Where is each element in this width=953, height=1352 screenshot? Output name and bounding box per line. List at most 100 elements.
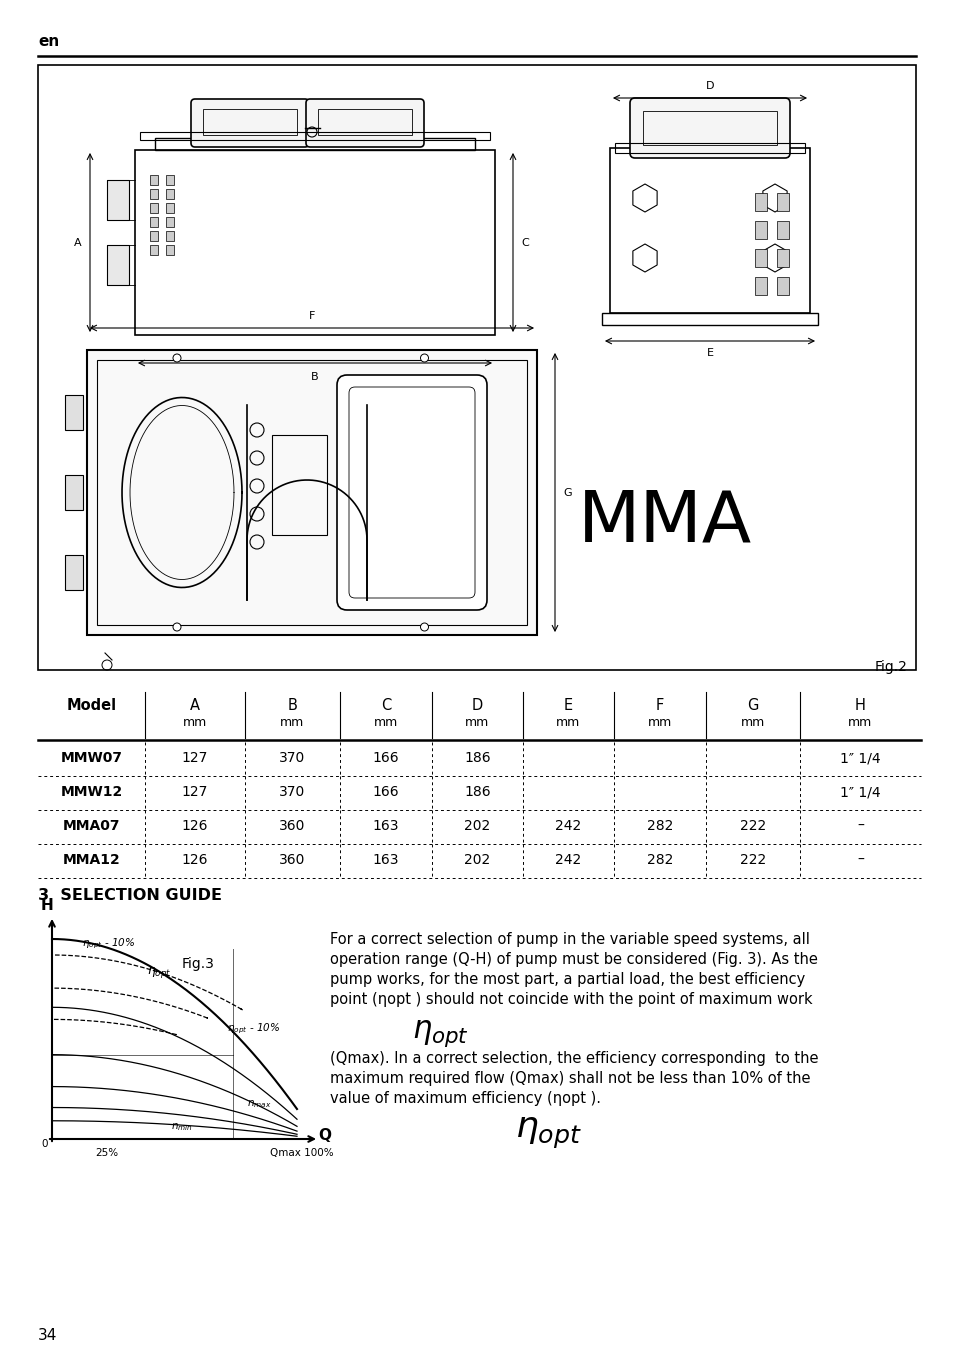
Text: $n_{max}$: $n_{max}$	[247, 1098, 272, 1110]
Text: 0: 0	[42, 1138, 48, 1149]
Text: 3  SELECTION GUIDE: 3 SELECTION GUIDE	[38, 888, 222, 903]
Text: mm: mm	[280, 715, 304, 729]
Bar	[87, 350, 537, 635]
Bar	[150, 174, 158, 185]
Text: 1″ 1/4: 1″ 1/4	[840, 750, 880, 765]
Text: 202: 202	[464, 853, 490, 867]
Circle shape	[420, 354, 428, 362]
Text: MMA: MMA	[578, 488, 751, 557]
Text: 242: 242	[555, 853, 581, 867]
Text: mm: mm	[465, 715, 489, 729]
Text: operation range (Q-H) of pump must be considered (Fig. 3). As the: operation range (Q-H) of pump must be co…	[330, 952, 817, 967]
Bar	[754, 220, 766, 239]
Text: 222: 222	[740, 819, 765, 833]
Text: D: D	[472, 699, 482, 714]
Bar	[65, 475, 83, 510]
Bar	[38, 65, 915, 671]
Bar	[150, 203, 158, 214]
Text: (Qmax). In a correct selection, the efficiency corresponding  to the: (Qmax). In a correct selection, the effi…	[330, 1051, 818, 1065]
Text: Qmax 100%: Qmax 100%	[270, 1148, 334, 1159]
Bar	[754, 193, 766, 211]
Text: H: H	[854, 699, 865, 714]
Text: 126: 126	[182, 819, 208, 833]
Bar	[166, 174, 173, 185]
Text: mm: mm	[847, 715, 872, 729]
Text: en: en	[38, 35, 59, 50]
Text: D: D	[705, 81, 714, 91]
Circle shape	[172, 354, 181, 362]
Text: F: F	[309, 311, 314, 320]
Text: 222: 222	[740, 853, 765, 867]
Bar	[154, 138, 475, 150]
Bar	[166, 203, 173, 214]
Text: 1″ 1/4: 1″ 1/4	[840, 786, 880, 799]
Text: C: C	[380, 699, 391, 714]
FancyBboxPatch shape	[629, 97, 789, 158]
Bar	[166, 231, 173, 241]
Bar	[609, 147, 809, 314]
Text: –: –	[856, 819, 863, 833]
Bar	[150, 218, 158, 227]
Bar	[150, 245, 158, 256]
Text: G: G	[562, 488, 571, 498]
Bar	[776, 249, 788, 266]
Bar	[776, 193, 788, 211]
Bar	[642, 111, 776, 145]
Text: pump works, for the most part, a partial load, the best efficiency: pump works, for the most part, a partial…	[330, 972, 804, 987]
Bar	[754, 249, 766, 266]
Text: MMW12: MMW12	[60, 786, 123, 799]
Text: A: A	[190, 699, 200, 714]
Text: $\eta_{opt}$ - 10%: $\eta_{opt}$ - 10%	[82, 937, 135, 952]
Text: 126: 126	[182, 853, 208, 867]
Text: mm: mm	[647, 715, 672, 729]
Text: 202: 202	[464, 819, 490, 833]
Text: mm: mm	[740, 715, 764, 729]
Text: F: F	[655, 699, 663, 714]
Text: $\eta_{opt}$: $\eta_{opt}$	[147, 964, 172, 979]
Bar	[166, 218, 173, 227]
Text: G: G	[746, 699, 758, 714]
Text: For a correct selection of pump in the variable speed systems, all: For a correct selection of pump in the v…	[330, 932, 809, 946]
Text: 166: 166	[373, 786, 399, 799]
Text: 186: 186	[464, 750, 490, 765]
Text: 25%: 25%	[95, 1148, 118, 1159]
Text: B: B	[311, 372, 318, 383]
Text: mm: mm	[556, 715, 580, 729]
Bar	[150, 189, 158, 199]
FancyBboxPatch shape	[191, 99, 309, 147]
Text: 127: 127	[182, 750, 208, 765]
Text: value of maximum efficiency (ηopt ).: value of maximum efficiency (ηopt ).	[330, 1091, 600, 1106]
Bar	[776, 277, 788, 295]
Text: 166: 166	[373, 750, 399, 765]
Bar	[601, 314, 817, 324]
Bar	[615, 143, 804, 153]
Bar	[107, 245, 129, 285]
Text: 282: 282	[646, 853, 673, 867]
Text: B: B	[287, 699, 297, 714]
Text: 34: 34	[38, 1328, 57, 1343]
Bar	[166, 189, 173, 199]
Text: A: A	[74, 238, 82, 247]
Bar	[272, 435, 327, 535]
Text: C: C	[520, 238, 528, 247]
Text: $\eta_{opt}$: $\eta_{opt}$	[412, 1018, 469, 1049]
Text: MMW07: MMW07	[60, 750, 122, 765]
Text: Model: Model	[67, 699, 116, 714]
Text: 163: 163	[373, 819, 399, 833]
Text: $\eta_{opt}$: $\eta_{opt}$	[515, 1115, 581, 1151]
Text: E: E	[706, 347, 713, 358]
Text: 242: 242	[555, 819, 581, 833]
Text: 360: 360	[279, 819, 305, 833]
Text: $n_{min}$: $n_{min}$	[171, 1121, 193, 1133]
Text: maximum required flow (Qmax) shall not be less than 10% of the: maximum required flow (Qmax) shall not b…	[330, 1071, 810, 1086]
Bar	[754, 277, 766, 295]
Text: point (ηopt ) should not coincide with the point of maximum work: point (ηopt ) should not coincide with t…	[330, 992, 812, 1007]
Text: MMA07: MMA07	[63, 819, 120, 833]
FancyBboxPatch shape	[336, 375, 486, 610]
Bar	[107, 180, 129, 220]
Circle shape	[420, 623, 428, 631]
Text: mm: mm	[183, 715, 207, 729]
Bar	[135, 150, 495, 335]
Bar	[97, 360, 526, 625]
Bar	[65, 395, 83, 430]
